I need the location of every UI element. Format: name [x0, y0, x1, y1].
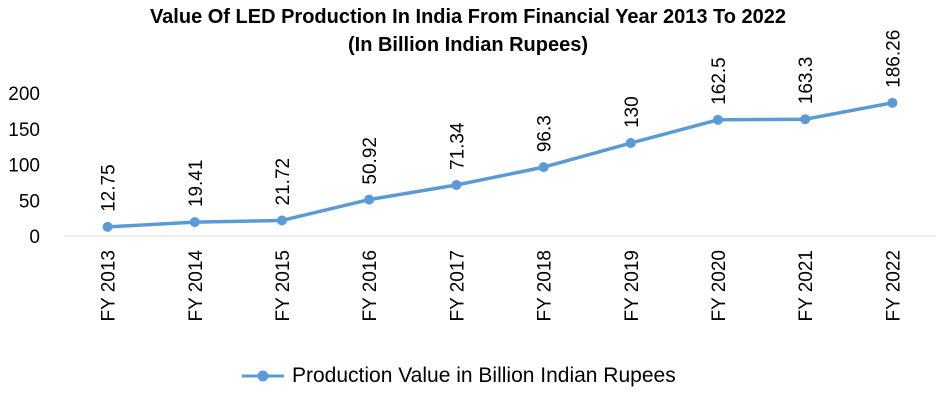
data-label: 186.26 [883, 30, 904, 88]
data-point [364, 194, 375, 205]
y-tick-label: 200 [8, 84, 40, 105]
data-point [451, 179, 462, 190]
data-point [277, 215, 287, 226]
y-tick-label: 150 [8, 120, 40, 141]
x-tick-label: FY 2020 [709, 250, 730, 321]
x-tick-label: FY 2021 [796, 250, 817, 321]
data-label: 71.34 [447, 122, 468, 170]
data-label: 163.3 [796, 57, 817, 105]
data-point [102, 221, 113, 232]
data-label: 21.72 [273, 158, 294, 206]
legend-marker-icon [242, 370, 284, 382]
x-tick-label: FY 2022 [883, 250, 904, 321]
data-point [887, 97, 898, 108]
data-point [800, 114, 811, 125]
chart-subtitle: (In Billion Indian Rupees) [348, 34, 588, 56]
data-point [538, 162, 549, 173]
data-point [625, 138, 636, 149]
data-label: 50.92 [360, 137, 381, 185]
y-tick-label: 50 [19, 191, 40, 212]
series-line [107, 101, 893, 229]
data-label: 12.75 [99, 164, 120, 212]
x-tick-label: FY 2014 [186, 250, 207, 322]
data-label: 19.41 [186, 160, 207, 208]
x-tick-label: FY 2018 [535, 250, 556, 321]
y-tick-label: 0 [29, 227, 40, 248]
legend: Production Value in Billion Indian Rupee… [240, 362, 676, 390]
x-tick-label: FY 2015 [273, 250, 294, 321]
data-point [189, 217, 200, 228]
data-point [713, 114, 723, 125]
x-tick-label: FY 2017 [447, 250, 468, 321]
data-label: 162.5 [709, 57, 730, 105]
chart-title: Value Of LED Production In India From Fi… [149, 6, 787, 28]
legend-label: Production Value in Billion Indian Rupee… [292, 364, 676, 387]
y-tick-label: 100 [8, 156, 40, 177]
data-label: 130 [622, 96, 643, 128]
x-tick-label: FY 2013 [99, 250, 120, 321]
data-label: 96.3 [535, 115, 556, 152]
x-tick-label: FY 2019 [622, 250, 643, 321]
x-tick-label: FY 2016 [360, 250, 381, 321]
